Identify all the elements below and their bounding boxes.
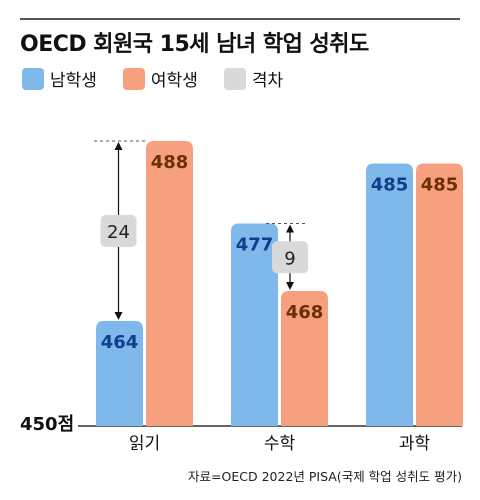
legend-label-gap: 격차 — [251, 71, 284, 91]
legend: 남학생 여학생 격차 — [22, 66, 309, 91]
bar-girls-1 — [146, 141, 193, 426]
gap-arrowhead-bottom-2 — [286, 282, 294, 290]
bar-value-label-boys-3: 485 — [371, 175, 409, 196]
x-tick-label-2: 수학 — [264, 434, 296, 454]
gap-badge-1 — [100, 215, 137, 247]
gap-arrowhead-top-2 — [286, 224, 294, 233]
bar-girls-2 — [281, 291, 328, 426]
bar-boys-3 — [366, 163, 413, 426]
bar-value-label-girls-1: 488 — [151, 152, 189, 173]
legend-item-girls: 여학생 — [122, 66, 198, 91]
legend-swatch-boys — [22, 67, 44, 90]
bar-girls-3 — [416, 163, 463, 426]
bar-boys-1 — [96, 321, 143, 426]
legend-item-boys: 남학생 — [22, 66, 97, 91]
gap-value-label-2: 9 — [284, 248, 295, 269]
chart-title: OECD 회원국 15세 남녀 학업 성취도 — [20, 32, 369, 57]
gap-arrowhead-top-1 — [114, 142, 123, 150]
legend-swatch-girls — [122, 67, 145, 90]
baseline-label: 450점 — [20, 414, 74, 435]
legend-label-boys: 남학생 — [50, 71, 97, 91]
bar-value-label-girls-3: 485 — [421, 175, 459, 196]
source-note: 자료=OECD 2022년 PISA(국제 학업 성취도 평가) — [188, 469, 462, 484]
legend-swatch-gap — [223, 67, 246, 90]
bar-boys-2 — [231, 223, 278, 426]
bar-value-label-girls-2: 468 — [286, 302, 324, 323]
gap-arrowhead-bottom-1 — [114, 312, 123, 320]
top-rule — [20, 18, 460, 20]
x-tick-label-1: 읽기 — [129, 434, 160, 454]
gap-badge-2 — [272, 241, 308, 274]
bar-value-label-boys-1: 464 — [101, 332, 139, 353]
legend-item-gap: 격차 — [223, 66, 284, 91]
bar-value-label-boys-2: 477 — [236, 235, 274, 256]
gap-value-label-1: 24 — [107, 222, 130, 243]
x-tick-label-3: 과학 — [399, 434, 431, 454]
legend-label-girls: 여학생 — [150, 71, 198, 91]
